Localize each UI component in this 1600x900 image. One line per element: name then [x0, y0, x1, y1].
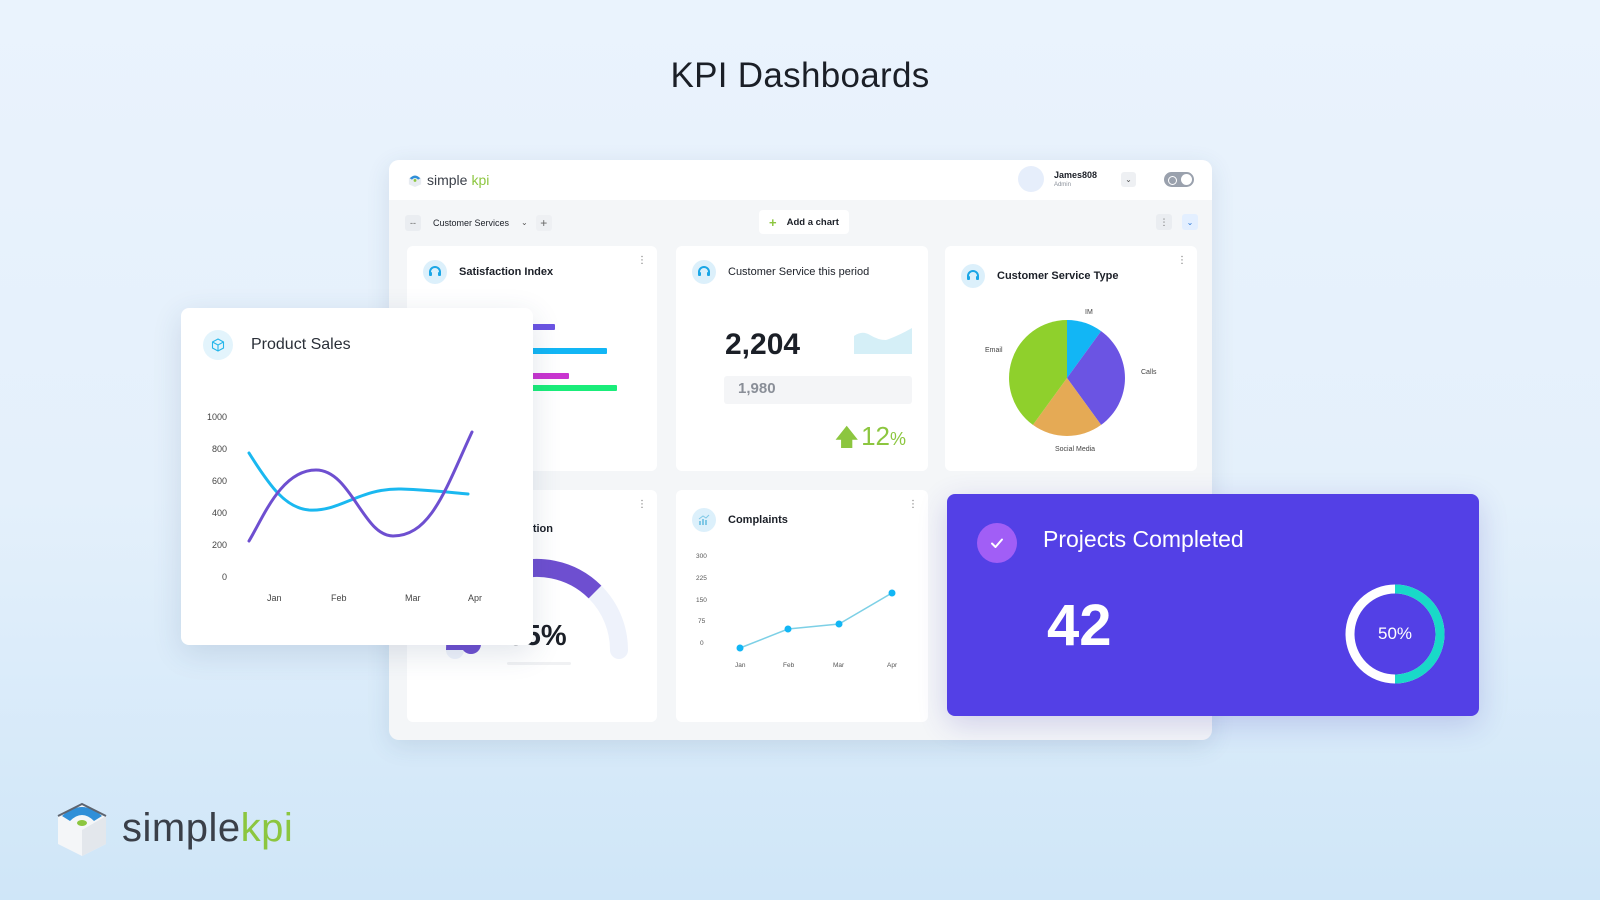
headset-icon	[423, 260, 447, 284]
footer-brand-name: simplekpi	[122, 806, 293, 851]
add-chart-button[interactable]: + Add a chart	[759, 210, 849, 234]
customer-service-period-card: Customer Service this period 2,204 1,980…	[676, 246, 928, 471]
card-header: Complaints	[692, 508, 788, 532]
x-tick: Apr	[468, 593, 483, 603]
app-brand[interactable]: simple kpi	[407, 172, 489, 188]
plus-icon: +	[769, 214, 777, 230]
change-value: 12	[861, 421, 890, 451]
y-tick: 0	[700, 640, 704, 647]
card-menu-button[interactable]: ⋮	[1177, 255, 1187, 266]
add-chart-label: Add a chart	[786, 216, 839, 228]
y-tick: 150	[696, 597, 707, 604]
headset-icon	[961, 264, 985, 288]
progress-ring-label: 50%	[1377, 624, 1413, 643]
x-tick: Feb	[783, 662, 795, 669]
chevron-down-icon: ⌄	[1125, 174, 1132, 184]
chart-icon	[692, 508, 716, 532]
x-tick: Feb	[331, 593, 347, 603]
dashboard-select[interactable]: Customer Services ⌄	[433, 218, 528, 228]
card-title: Customer Service this period	[728, 266, 870, 278]
x-tick: Jan	[735, 662, 746, 669]
divider	[507, 662, 571, 665]
dashboard-select-value: Customer Services	[433, 217, 510, 228]
more-options-button[interactable]: ⋮	[1156, 214, 1172, 230]
user-area: James808 Admin ⌄	[1017, 166, 1194, 192]
sparkline-area	[854, 328, 912, 354]
chevron-down-icon: ⌄	[521, 218, 528, 227]
theme-toggle[interactable]	[1164, 171, 1194, 187]
dashboard-toolbar: -- Customer Services ⌄ + + Add a chart ⋮…	[389, 200, 1212, 245]
card-header: Satisfaction Index	[423, 260, 553, 284]
expand-toggle-button[interactable]: ⌄	[1182, 214, 1198, 230]
brand-name-part1: simple	[427, 172, 468, 188]
change-indicator: 🡅 12 %	[834, 420, 906, 461]
page-title: KPI Dashboards	[670, 56, 930, 95]
pie-label-social-media: Social Media	[1055, 446, 1096, 453]
footer-brand-part2: kpi	[240, 805, 294, 850]
customer-service-type-card: Customer Service Type ⋮ IM Calls Social …	[945, 246, 1197, 471]
card-menu-button[interactable]: ⋮	[637, 499, 647, 510]
simplekpi-logo-icon	[57, 802, 107, 856]
pie-label-calls: Calls	[1141, 369, 1157, 376]
pie-label-email: Email	[985, 347, 1003, 354]
pie-chart	[1009, 320, 1125, 436]
pie-label-im: IM	[1085, 309, 1093, 316]
toolbar-right: ⋮ ⌄	[1156, 214, 1198, 230]
card-header: Product Sales	[203, 330, 351, 360]
card-header: Customer Service Type	[961, 264, 1118, 288]
y-tick: 1000	[206, 412, 227, 422]
change-unit: %	[889, 429, 906, 449]
complaints-line-chart	[736, 589, 896, 652]
user-name: James808	[1053, 169, 1097, 180]
y-tick: 300	[696, 553, 707, 560]
card-title: Complaints	[728, 514, 788, 526]
arrow-up-icon: 🡅	[834, 424, 860, 451]
x-tick: Mar	[833, 662, 845, 669]
y-tick: 225	[696, 575, 707, 582]
card-menu-button[interactable]: ⋮	[637, 255, 647, 266]
footer-brand: simplekpi	[56, 800, 293, 856]
box-icon	[203, 330, 233, 360]
complaints-card: Complaints ⋮ 300 225 150 75 0 Jan Feb Ma…	[676, 490, 928, 722]
previous-value: 1,980	[724, 376, 912, 404]
y-tick: 400	[211, 508, 227, 518]
projects-completed-card: Projects Completed 42 50%	[947, 494, 1479, 716]
product-sales-line-chart	[247, 430, 474, 543]
avatar[interactable]	[1017, 166, 1044, 192]
user-info: James808 Admin	[1053, 169, 1097, 188]
add-dashboard-button[interactable]: +	[535, 214, 552, 231]
check-icon	[977, 523, 1017, 563]
card-title: Product Sales	[251, 336, 351, 353]
brand-name-part2: kpi	[471, 172, 490, 188]
y-tick: 600	[211, 476, 227, 486]
y-tick: 75	[698, 618, 706, 625]
x-tick: Apr	[887, 662, 898, 669]
app-topbar: simple kpi James808 Admin ⌄	[389, 160, 1212, 200]
y-tick: 200	[211, 540, 227, 550]
y-tick: 0	[221, 572, 227, 582]
headset-icon	[692, 260, 716, 284]
card-menu-button[interactable]: ⋮	[908, 499, 918, 510]
progress-ring	[1345, 584, 1445, 684]
footer-brand-part1: simple	[122, 805, 241, 850]
card-title: Satisfaction Index	[459, 266, 554, 278]
user-role: Admin	[1053, 181, 1071, 188]
x-tick: Mar	[405, 593, 421, 603]
x-tick: Jan	[267, 593, 282, 603]
projects-count: 42	[1047, 593, 1112, 658]
product-sales-card: Product Sales 1000 800 600 400 200 0 Jan…	[181, 308, 533, 645]
card-title: Projects Completed	[1043, 526, 1244, 552]
collapse-sidebar-button[interactable]: --	[405, 214, 421, 231]
card-header: Customer Service this period	[692, 260, 869, 284]
current-value: 2,204	[725, 328, 801, 361]
user-menu-button[interactable]: ⌄	[1121, 171, 1136, 187]
simplekpi-logo-icon	[408, 174, 422, 187]
card-title: Customer Service Type	[997, 270, 1119, 282]
y-tick: 800	[211, 444, 227, 454]
